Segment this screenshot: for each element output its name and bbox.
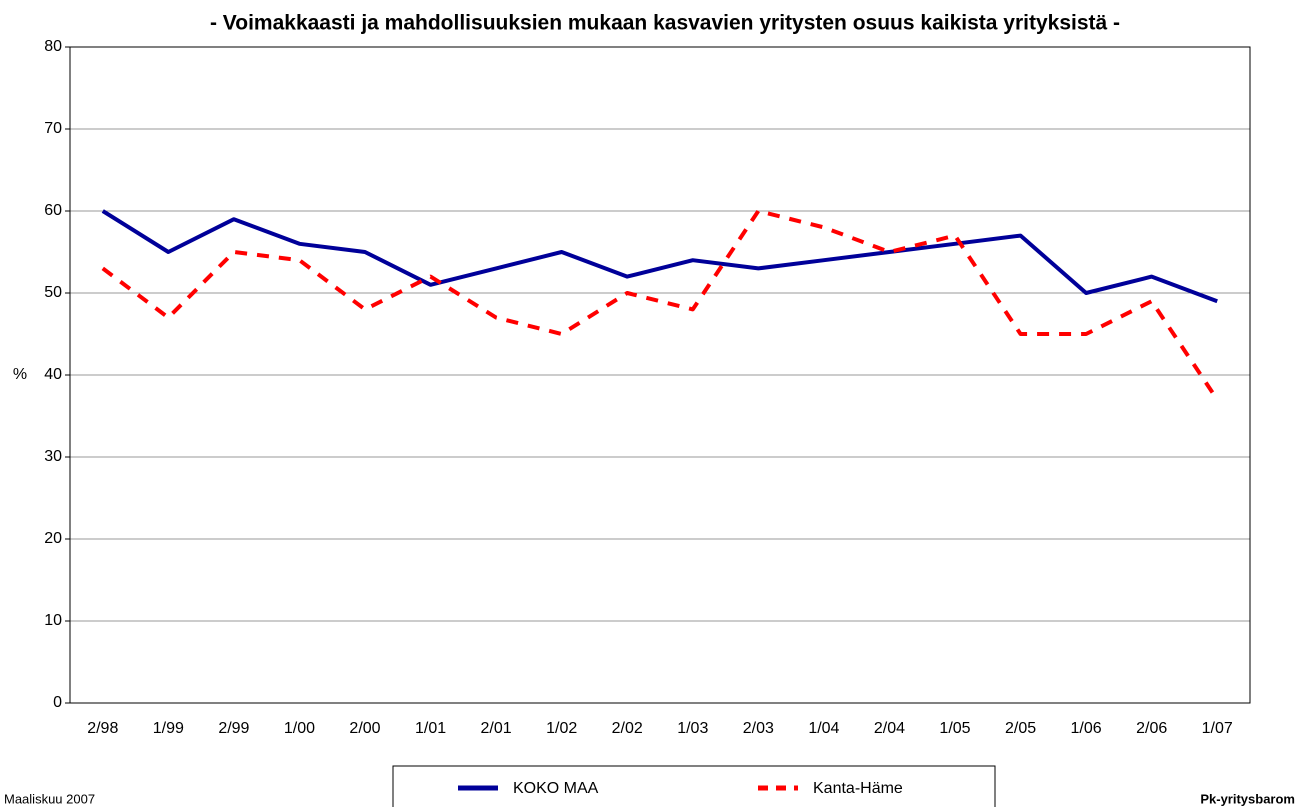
plot-frame <box>69 46 1251 704</box>
x-tick-label: 1/02 <box>546 720 577 737</box>
chart-title: - Voimakkaasti ja mahdollisuuksien mukaa… <box>210 12 1120 35</box>
x-tick-label: 2/01 <box>481 720 512 737</box>
y-tick-label: 60 <box>44 202 62 219</box>
footer-left: Maaliskuu 2007 <box>4 791 95 806</box>
x-tick-label: 1/00 <box>284 720 315 737</box>
y-tick-label: 0 <box>53 694 62 711</box>
x-tick-label: 1/03 <box>677 720 708 737</box>
legend-label: Kanta-Häme <box>813 780 903 797</box>
x-tick-label: 1/01 <box>415 720 446 737</box>
x-tick-label: 2/03 <box>743 720 774 737</box>
y-tick-label: 10 <box>44 612 62 629</box>
y-axis-label: % <box>13 366 27 383</box>
y-tick-label: 30 <box>44 448 62 465</box>
x-tick-label: 2/98 <box>87 720 118 737</box>
legend-label: KOKO MAA <box>513 780 599 797</box>
y-tick-label: 20 <box>44 530 62 547</box>
y-tick-label: 40 <box>44 366 62 383</box>
x-tick-label: 2/99 <box>218 720 249 737</box>
x-tick-label: 1/07 <box>1202 720 1233 737</box>
y-tick-label: 70 <box>44 120 62 137</box>
footer-right: Pk-yritysbarom <box>1200 791 1295 806</box>
x-tick-label: 1/05 <box>939 720 970 737</box>
x-tick-label: 1/99 <box>153 720 184 737</box>
x-tick-label: 1/04 <box>808 720 839 737</box>
series-line <box>101 209 1218 304</box>
x-tick-label: 1/06 <box>1071 720 1102 737</box>
x-tick-label: 2/04 <box>874 720 905 737</box>
y-tick-label: 80 <box>44 38 62 55</box>
x-tick-label: 2/00 <box>349 720 380 737</box>
series-line <box>101 209 1219 401</box>
x-tick-label: 2/02 <box>612 720 643 737</box>
x-tick-label: 2/05 <box>1005 720 1036 737</box>
y-tick-label: 50 <box>44 284 62 301</box>
x-tick-label: 2/06 <box>1136 720 1167 737</box>
